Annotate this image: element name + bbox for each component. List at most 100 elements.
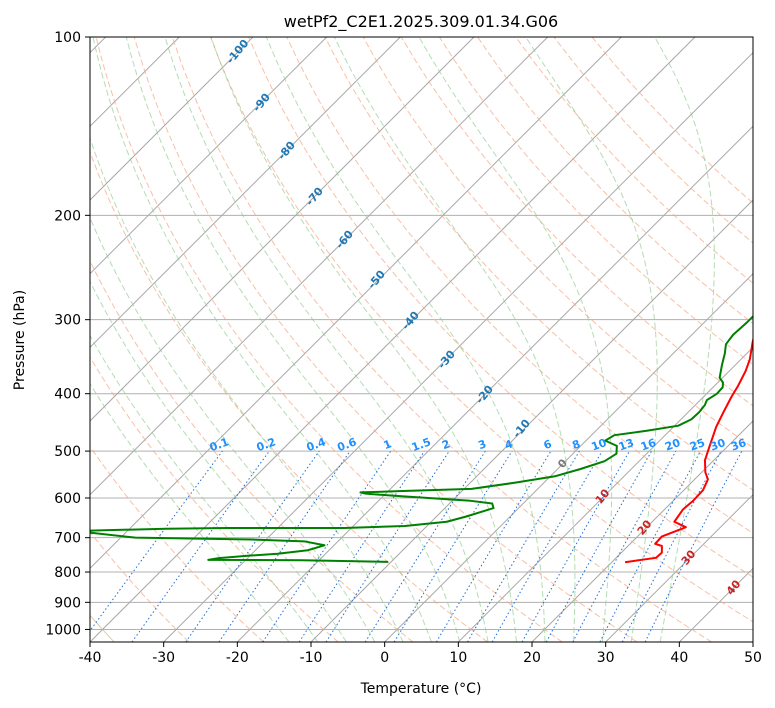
mixing-ratio-line (218, 450, 351, 642)
dry-adiabat (286, 37, 753, 534)
mixing-ratio-line (545, 450, 653, 642)
mixing-ratio-line (298, 450, 425, 642)
y-tick-label: 500 (54, 444, 81, 460)
mixing-ratio-label: 16 (639, 436, 658, 454)
isotherm-line (90, 37, 401, 349)
mixing-ratio-line (644, 450, 743, 642)
moist-adiabat (90, 136, 404, 642)
mixing-ratio-label: 1 (382, 437, 394, 452)
moist-adiabat (333, 37, 576, 642)
x-tick-label: -20 (226, 650, 249, 666)
isotherm-line (236, 125, 753, 642)
mixing-ratio-label: 20 (663, 436, 682, 454)
mixing-ratio-label: 0.4 (305, 435, 328, 454)
mixing-ratio-line (131, 450, 270, 642)
moist-adiabat (418, 37, 613, 642)
axis-ticks: -40 -30 -20 -10 0 10 20 30 40 5010020030040050060… (45, 30, 762, 666)
moist-adiabat (164, 37, 489, 642)
mixing-ratio-label: 1.5 (410, 435, 433, 454)
moist-adiabat (525, 37, 658, 642)
moist-adiabat (210, 37, 517, 642)
moist-adiabat (92, 37, 432, 642)
dry-adiabat (90, 531, 190, 642)
moist-adiabat (90, 280, 347, 642)
x-tick-label: 30 (597, 650, 615, 666)
dry-adiabat (248, 37, 753, 578)
y-tick-label: 600 (54, 491, 81, 507)
x-tick-label: -40 (79, 650, 102, 666)
mixing-ratio-line (521, 450, 630, 642)
mixing-ratio-line (393, 450, 513, 642)
mixing-ratio-label: 30 (708, 436, 727, 454)
moist-adiabat (654, 37, 715, 642)
dry-adiabat (95, 37, 563, 642)
isotherm-line (90, 37, 622, 570)
mixing-ratio-label: 36 (729, 436, 748, 454)
isotherm-line (384, 272, 753, 642)
dry-adiabat (210, 37, 753, 623)
dry-adiabat (90, 150, 488, 642)
mixing-ratio-lines (90, 450, 743, 642)
y-tick-label: 300 (54, 313, 81, 329)
moist-adiabat (90, 216, 376, 642)
mixing-ratio-label: 10 (590, 436, 609, 454)
mixing-ratio-label: 6 (542, 437, 554, 452)
isotherm-line (90, 37, 696, 642)
x-tick-label: 0 (380, 650, 389, 666)
y-tick-label: 800 (54, 565, 81, 581)
isotherm-line (531, 420, 753, 642)
mixing-ratio-label: 3 (476, 437, 488, 452)
plot-frame (89, 36, 754, 643)
mixing-ratio-label: 0.6 (336, 435, 359, 454)
moist-adiabats (90, 37, 715, 642)
plot-background (90, 37, 753, 642)
dry-adiabat (515, 37, 753, 284)
mixing-ratio-label: 0.2 (255, 435, 278, 454)
dry-adiabat (90, 356, 339, 642)
chart-title: wetPf2_C2E1.2025.309.01.34.G06 (284, 12, 558, 32)
isotherm-line (90, 37, 549, 496)
skewed-isotherms (90, 37, 753, 642)
mixing-ratio-label: 13 (617, 436, 636, 453)
x-tick-label: 40 (670, 650, 688, 666)
mixing-ratio-line (185, 450, 320, 642)
y-tick-label: 700 (54, 531, 81, 547)
isotherm-line (90, 37, 475, 422)
mixing-ratio-line (572, 450, 677, 642)
dry-adiabat (439, 37, 753, 366)
mixing-ratio-label: 0.1 (208, 435, 231, 454)
moist-adiabat (90, 334, 319, 642)
mixing-ratio-label: 25 (688, 436, 707, 453)
mixing-ratio-label: 8 (570, 437, 582, 452)
y-tick-label: 400 (54, 387, 81, 403)
dry-adiabat (400, 37, 753, 407)
y-axis-title: Pressure (hPa) (12, 290, 28, 390)
isotherm-line (457, 346, 753, 642)
dewpoint-profile (90, 314, 753, 563)
x-tick-label: 50 (744, 650, 762, 666)
mixing-ratio-label: 2 (440, 437, 452, 452)
isotherm-line (163, 51, 753, 642)
y-tick-label: 1000 (45, 622, 81, 638)
moist-adiabat (90, 382, 290, 642)
moist-adiabat (265, 37, 546, 642)
isotherm-line (90, 37, 254, 201)
isotherm-line (90, 37, 328, 275)
moist-adiabat (125, 37, 461, 642)
dry-adiabat (90, 259, 414, 642)
isotherm-line (605, 493, 753, 642)
dry-adiabat (90, 445, 264, 642)
x-tick-label: 20 (523, 650, 541, 666)
mixing-ratio-line (90, 450, 223, 632)
mixing-ratio-label: 4 (503, 437, 515, 452)
dry-adiabat (171, 37, 712, 642)
x-tick-label: -30 (152, 650, 175, 666)
x-axis-title: Temperature (°C) (360, 681, 482, 697)
x-tick-label: 10 (449, 650, 467, 666)
y-tick-label: 900 (54, 595, 81, 611)
mixing-ratio-line (262, 450, 392, 642)
x-tick-label: -10 (300, 650, 323, 666)
y-tick-label: 100 (54, 30, 81, 46)
y-tick-label: 200 (54, 208, 81, 224)
